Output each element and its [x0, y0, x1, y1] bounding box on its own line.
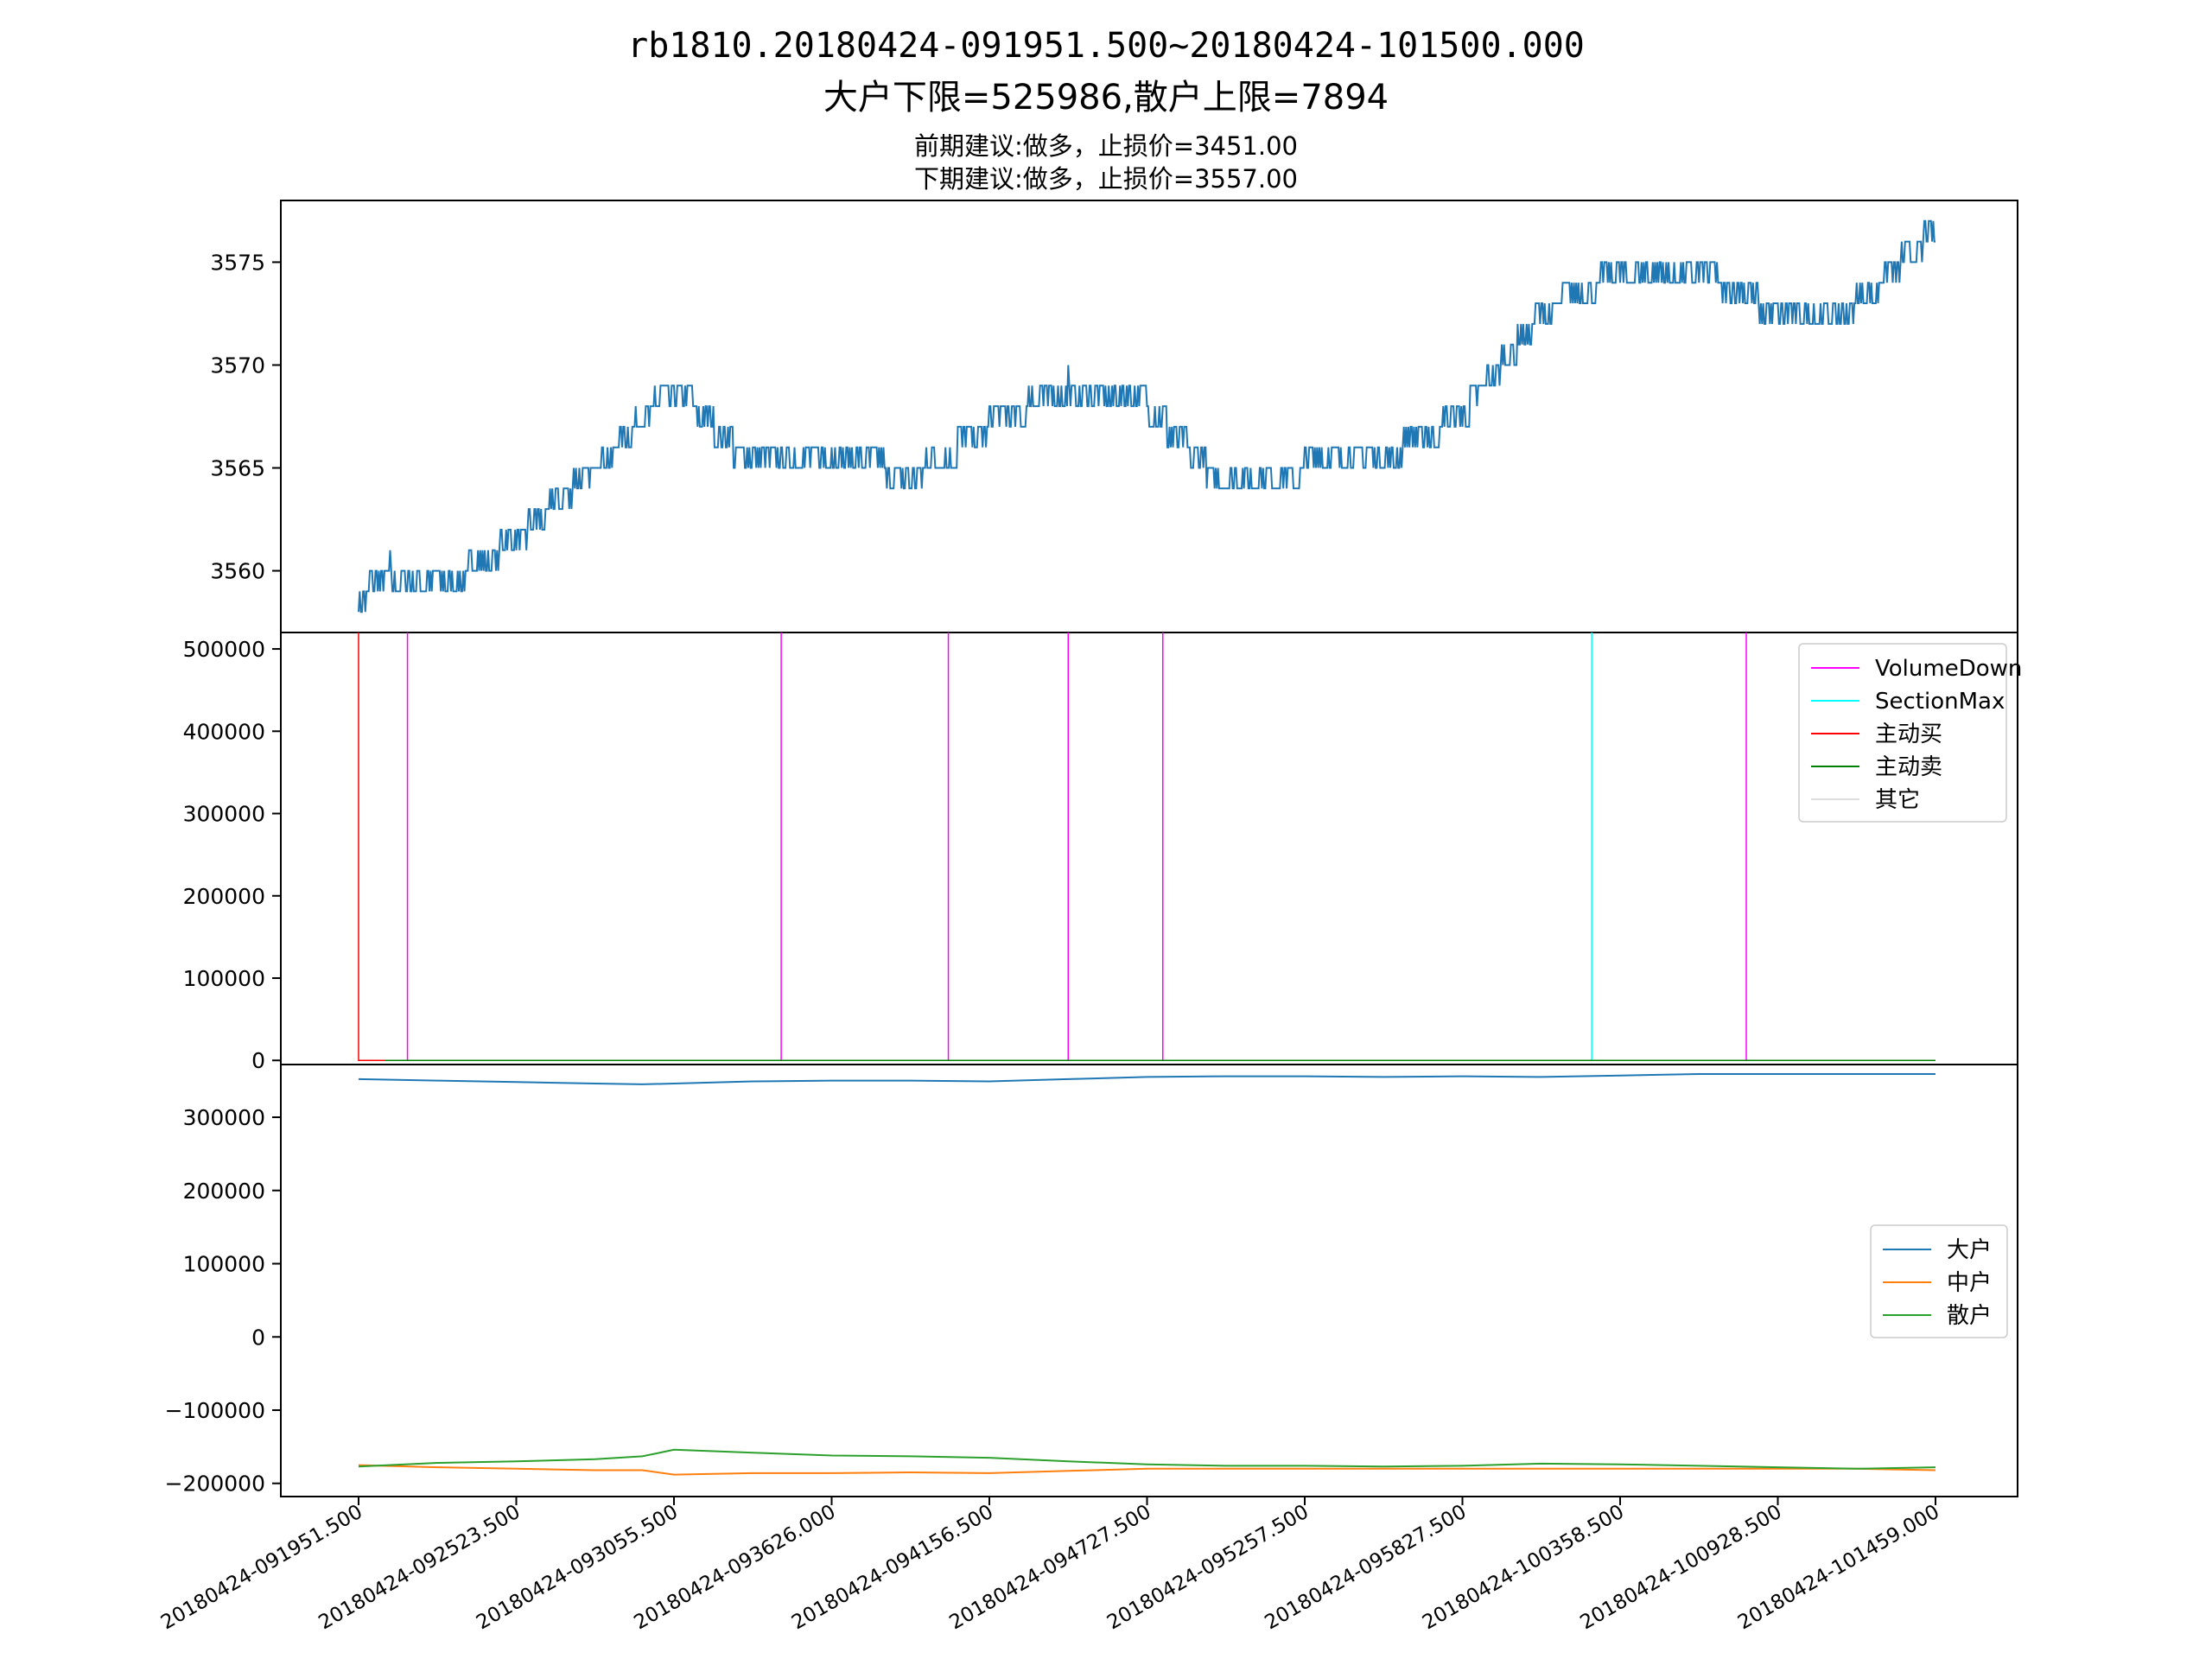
accounts-legend-box — [1870, 1224, 2008, 1338]
accounts-legend-label: 中户 — [1947, 1270, 1992, 1296]
accounts-y-tick-label: −200000 — [165, 1471, 265, 1497]
volume-panel: 0 100000 200000 300000 400000 500000 — [183, 632, 2018, 1073]
accounts-y-tick-label: 100000 — [183, 1252, 265, 1277]
volume-y-tick-label: 300000 — [183, 802, 265, 827]
chart-subtitle-line2: 下期建议:做多，止损价=3557.00 — [914, 164, 1298, 194]
volume-frame — [280, 632, 2018, 1065]
volume-legend-box — [1798, 643, 2007, 823]
price-series-line — [358, 219, 1936, 613]
volume-legend-label: 主动买 — [1875, 721, 1942, 747]
volume-y-tick-label: 100000 — [183, 966, 265, 991]
accounts-y-tick-label: 200000 — [183, 1179, 265, 1204]
accounts-panel: −200000 −100000 0 100000 200000 300000 — [165, 1064, 2018, 1497]
chart-title-line1: rb1810.20180424-091951.500~20180424-1015… — [627, 26, 1585, 66]
accounts-y-tick-label: 300000 — [183, 1105, 265, 1130]
price-panel: 3560 3565 3570 3575 — [210, 200, 2018, 633]
volume-legend-label: 其它 — [1875, 787, 1920, 813]
chart-title-line2: 大户下限=525986,散户上限=7894 — [823, 78, 1389, 118]
volume-buy-line — [358, 632, 385, 1061]
price-y-tick-label: 3575 — [210, 250, 265, 275]
chart-subtitle-line1: 前期建议:做多，止损价=3451.00 — [914, 131, 1298, 161]
retail-account-line — [358, 1448, 1936, 1470]
volume-y-tick-label: 200000 — [183, 884, 265, 909]
large-account-line — [358, 1073, 1936, 1085]
volume-legend-label: SectionMax — [1875, 689, 2005, 715]
accounts-y-tick-label: 0 — [251, 1325, 265, 1350]
price-y-tick-label: 3560 — [210, 559, 265, 584]
accounts-legend-label: 散户 — [1947, 1303, 1992, 1329]
price-y-tick-label: 3565 — [210, 456, 265, 481]
price-y-tick-label: 3570 — [210, 353, 265, 378]
volume-legend-label: 主动卖 — [1875, 754, 1942, 780]
volume-y-tick-label: 0 — [251, 1048, 265, 1073]
volume-legend-label: VolumeDown — [1875, 656, 2022, 682]
volume-y-tick-label: 500000 — [183, 637, 265, 662]
accounts-frame — [280, 1064, 2018, 1497]
x-axis: 20180424-091951.50020180424-092523.50020… — [157, 1497, 1943, 1634]
volume-y-tick-label: 400000 — [183, 719, 265, 744]
accounts-legend-label: 大户 — [1947, 1237, 1992, 1263]
accounts-y-tick-label: −100000 — [165, 1398, 265, 1423]
medium-account-line — [358, 1464, 1936, 1476]
